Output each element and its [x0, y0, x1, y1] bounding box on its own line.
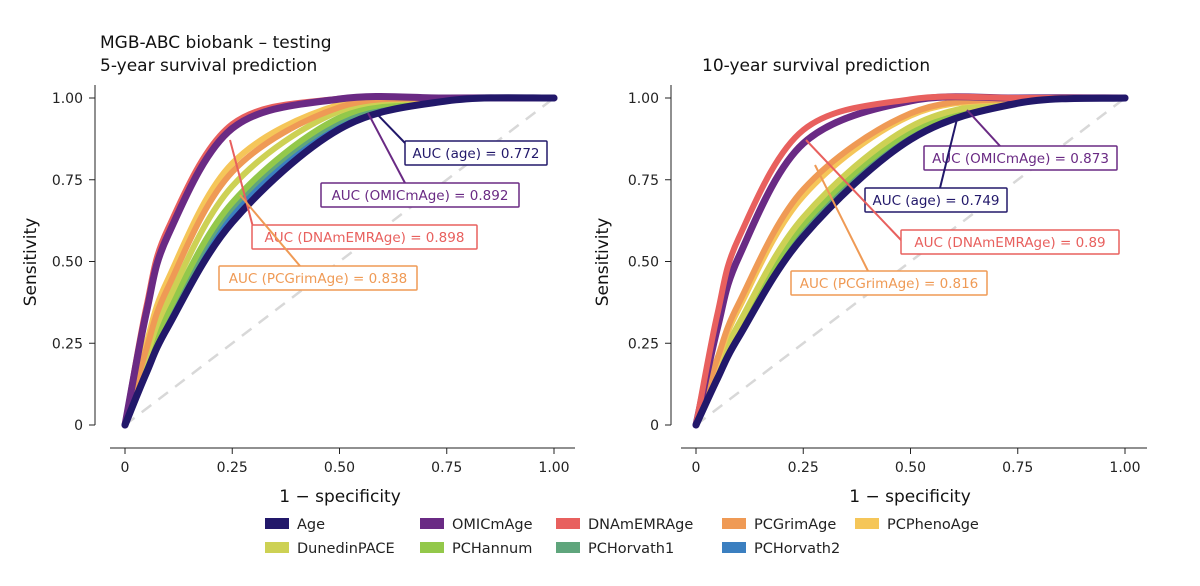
- annotation-box: [320, 182, 520, 208]
- legend-item-pchannum: PCHannum: [420, 541, 532, 557]
- left-panel-title: 5-year survival prediction: [100, 56, 317, 76]
- y-tick-label: 0.25: [52, 336, 83, 352]
- x-tick-label: 0.75: [1002, 460, 1033, 476]
- y-tick-label: 0.25: [628, 336, 659, 352]
- legend-item-age: Age: [265, 517, 325, 533]
- legend-label: DunedinPACE: [297, 541, 395, 557]
- legend-label: PCHannum: [452, 541, 532, 557]
- legend: Age OMICmAge DNAmEMRAge PCGrimAge PCPhenoAge…: [265, 517, 979, 557]
- legend-item-omicmage: OMICmAge: [420, 517, 533, 533]
- y-tick-label: 1.00: [52, 91, 83, 107]
- legend-item-pchorvath1: PCHorvath1: [556, 541, 674, 557]
- legend-item-pcgrimage: PCGrimAge: [722, 517, 836, 533]
- annotation-leader-line: [805, 139, 902, 241]
- legend-swatch: [556, 518, 580, 529]
- legend-item-dunedinpace: DunedinPACE: [265, 541, 395, 557]
- y-tick-label: 0: [650, 418, 659, 434]
- legend-label: OMICmAge: [452, 517, 533, 533]
- annotation-box: [404, 140, 548, 166]
- legend-label: PCPhenoAge: [887, 517, 979, 533]
- x-tick-label: 0.25: [217, 460, 248, 476]
- right-panel: 0 0 0.25 0.25 0.50 0.50 0.75 0.75 1.00 1.00 AUC (O…: [628, 85, 1147, 476]
- x-tick-label: 1.00: [538, 460, 569, 476]
- annotation-box: [218, 265, 418, 291]
- annotation-leader-line: [966, 109, 1001, 147]
- annotation-leader-line: [814, 164, 869, 272]
- y-tick-label: 0.50: [52, 255, 83, 271]
- legend-label: DNAmEMRAge: [588, 517, 693, 533]
- annotation-box: [251, 224, 478, 250]
- x-tick-label: 0.50: [324, 460, 355, 476]
- legend-label: PCGrimAge: [754, 517, 836, 533]
- x-tick-label: 0.75: [431, 460, 462, 476]
- right-panel-title: 10-year survival prediction: [702, 56, 930, 76]
- auc-annotation: AUC (DNAmEMRAge) = 0.898: [265, 230, 465, 246]
- figure-title: MGB-ABC biobank – testing: [100, 33, 332, 53]
- auc-annotation: AUC (PCGrimAge) = 0.816: [800, 276, 979, 292]
- x-tick-label: 1.00: [1109, 460, 1140, 476]
- auc-annotation: AUC (OMICmAge) = 0.873: [932, 151, 1109, 167]
- annotation-box: [864, 187, 1008, 213]
- x-tick-label: 0: [121, 460, 130, 476]
- legend-item-dnamemrage: DNAmEMRAge: [556, 517, 693, 533]
- legend-label: PCHorvath2: [754, 541, 840, 557]
- roc-curve-age: [692, 94, 1129, 429]
- right-x-axis-label: 1 − specificity: [849, 487, 971, 507]
- auc-annotation: AUC (OMICmAge) = 0.892: [332, 188, 509, 204]
- annotation-leader-line: [367, 112, 406, 184]
- auc-annotation: AUC (age) = 0.749: [872, 193, 999, 209]
- left-panel: 0 0 0.25 0.25 0.50 0.50 0.75 0.75 1.00 1.00 AUC (a…: [52, 85, 575, 476]
- left-y-axis-label: Sensitivity: [21, 218, 41, 307]
- annotation-box: [923, 145, 1118, 171]
- legend-item-pcphenoage: PCPhenoAge: [855, 517, 979, 533]
- legend-swatch: [722, 542, 746, 553]
- roc-curve-dnamemrage: [693, 93, 1128, 428]
- y-tick-label: 0.75: [628, 173, 659, 189]
- auc-annotation: AUC (PCGrimAge) = 0.838: [229, 271, 408, 287]
- auc-annotation: AUC (age) = 0.772: [412, 146, 539, 162]
- left-x-axis-label: 1 − specificity: [279, 487, 401, 507]
- y-tick-label: 0.50: [628, 255, 659, 271]
- annotation-box: [790, 270, 988, 296]
- legend-swatch: [420, 542, 444, 553]
- legend-label: PCHorvath1: [588, 541, 674, 557]
- legend-label: Age: [297, 517, 325, 533]
- annotation-leader-line: [374, 111, 406, 144]
- y-tick-label: 0.75: [52, 173, 83, 189]
- x-tick-label: 0: [692, 460, 701, 476]
- legend-swatch: [420, 518, 444, 529]
- x-tick-label: 0.25: [788, 460, 819, 476]
- x-tick-label: 0.50: [895, 460, 926, 476]
- annotation-leader-line: [229, 139, 254, 228]
- auc-annotation: AUC (DNAmEMRAge) = 0.89: [914, 235, 1105, 251]
- legend-item-pchorvath2: PCHorvath2: [722, 541, 840, 557]
- legend-swatch: [855, 518, 879, 529]
- legend-swatch: [556, 542, 580, 553]
- annotation-box: [900, 229, 1120, 255]
- annotation-leader-line: [239, 194, 301, 267]
- legend-swatch: [265, 518, 289, 529]
- y-tick-label: 1.00: [628, 91, 659, 107]
- legend-swatch: [722, 518, 746, 529]
- annotation-leader-line: [939, 114, 959, 189]
- right-y-axis-label: Sensitivity: [593, 218, 613, 307]
- legend-swatch: [265, 542, 289, 553]
- y-tick-label: 0: [74, 418, 83, 434]
